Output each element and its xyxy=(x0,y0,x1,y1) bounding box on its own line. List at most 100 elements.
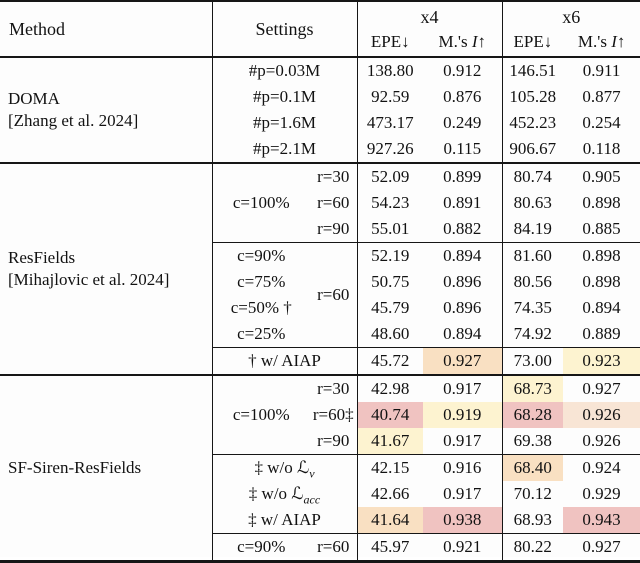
method-name: SF-Siren-ResFields xyxy=(8,458,142,477)
ms-i-x6-cell: 0.254 xyxy=(582,113,621,132)
epe-x6-cell: 69.38 xyxy=(513,431,552,450)
table-row: r=90 41.67 0.917 69.38 0.926 xyxy=(0,428,640,455)
table-row: c=25% 48.60 0.894 74.92 0.889 xyxy=(0,321,640,348)
method-name: ResFields xyxy=(8,248,76,267)
epe-x4-cell: 52.19 xyxy=(357,242,424,269)
ms-i-x4-cell: 0.919 xyxy=(423,402,503,428)
table-row: ‡ w/ AIAP 41.64 0.938 68.93 0.943 xyxy=(0,507,640,534)
epe-x6-cell: 74.35 xyxy=(513,298,552,317)
settings-cell: ‡ w/ AIAP xyxy=(212,507,358,534)
epe-x6-cell: 80.74 xyxy=(502,162,564,190)
ms-i-x4-cell: 0.249 xyxy=(423,110,503,136)
epe-x4-cell: 40.74 xyxy=(357,402,424,428)
settings-r-cell: r=60 xyxy=(310,190,358,216)
settings-r-cell: r=90 xyxy=(310,216,358,243)
scale-x4-label: x4 xyxy=(420,6,439,27)
table-row: ‡ w/o ℒv 42.15 0.916 68.40 0.924 xyxy=(0,454,640,481)
scale-x6-label: x6 xyxy=(562,6,581,27)
table-row: #p=1.6M 473.17 0.249 452.23 0.254 xyxy=(0,110,640,136)
ms-i-x4-cell: 0.899 xyxy=(423,162,503,190)
header-group-x4: x4 EPE↓ M.'s I↑ xyxy=(357,1,503,58)
epe-x4-cell: 473.17 xyxy=(366,113,414,132)
settings-r-cell: r=60 xyxy=(310,533,358,562)
ms-i-x4-cell: 0.891 xyxy=(423,190,503,216)
header-method: Method xyxy=(0,1,213,58)
settings-cell: #p=1.6M xyxy=(212,110,358,136)
epe-x4-cell: 41.67 xyxy=(357,428,424,455)
epe-x6-cell: 68.28 xyxy=(502,402,564,428)
settings-r-cell: r=30 xyxy=(310,374,358,402)
settings-r-cell: r=30 xyxy=(310,162,358,190)
epe-x6-cell: 70.12 xyxy=(513,484,552,503)
settings-c-cell: c=50% † xyxy=(230,298,292,317)
table-row: c=90% r=60 52.19 0.894 81.60 0.898 xyxy=(0,242,640,348)
ms-i-x6-cell: 0.898 xyxy=(582,193,621,212)
settings-r-cell: r=90 xyxy=(310,428,358,455)
epe-x4-cell: 45.79 xyxy=(371,298,410,317)
epe-x4-cell: 41.64 xyxy=(357,507,424,534)
ms-i-x6-cell: 0.894 xyxy=(582,298,621,317)
epe-x4-cell: 54.23 xyxy=(371,193,410,212)
settings-c-cell: c=90% xyxy=(212,242,310,269)
table-row: † w/ AIAP 45.72 0.927 73.00 0.923 xyxy=(0,347,640,375)
ms-i-x6-cell: 0.923 xyxy=(563,347,640,375)
epe-x6-cell: 105.28 xyxy=(509,87,557,106)
epe-x6-cell: 146.51 xyxy=(509,61,557,80)
ms-i-x4-cell: 0.896 xyxy=(423,269,503,295)
epe-x6-cell: 68.40 xyxy=(502,454,564,481)
ms-i-x6-cell: 0.927 xyxy=(563,374,640,402)
ms-i-x4-cell: 0.894 xyxy=(423,321,503,348)
epe-x6-cell: 452.23 xyxy=(509,113,557,132)
ms-i-x6-cell: 0.926 xyxy=(582,431,621,450)
settings-c-cell: c=100% xyxy=(212,374,310,455)
ms-i-x6-cell: 0.898 xyxy=(563,242,640,269)
epe-x6-cell: 68.93 xyxy=(513,510,552,529)
epe-x6-cell: 68.73 xyxy=(502,374,564,402)
method-citation: [Mihajlovic et al. 2024] xyxy=(8,270,170,289)
ms-i-x6-cell: 0.927 xyxy=(563,533,640,562)
ms-i-x6-cell: 0.905 xyxy=(563,162,640,190)
ms-i-x6-cell: 0.889 xyxy=(582,324,621,343)
epe-x4-cell: 42.98 xyxy=(357,374,424,402)
ms-i-x4-cell: 0.921 xyxy=(423,533,503,562)
settings-r-cell: r=60‡ xyxy=(310,402,358,428)
ms-i-x4-cell: 0.115 xyxy=(423,136,503,163)
header-row: Method Settings x4 EPE↓ M.'s I↑ x6 EPE↓ … xyxy=(0,1,640,58)
table-row: r=90 55.01 0.882 84.19 0.885 xyxy=(0,216,640,243)
table-row: #p=2.1M 927.26 0.115 906.67 0.118 xyxy=(0,136,640,163)
method-resfields: ResFields [Mihajlovic et al. 2024] xyxy=(0,162,213,375)
settings-cell: #p=0.1M xyxy=(212,84,358,110)
table-row: ResFields [Mihajlovic et al. 2024] c=100… xyxy=(0,162,640,375)
epe-x6-cell: 906.67 xyxy=(509,139,557,158)
ms-i-x4-header: M.'s I↑ xyxy=(438,31,487,51)
epe-x4-cell: 48.60 xyxy=(371,324,410,343)
epe-x4-cell: 42.15 xyxy=(357,454,424,481)
ms-i-x6-cell: 0.926 xyxy=(563,402,640,428)
epe-x6-cell: 80.22 xyxy=(502,533,564,562)
epe-x4-cell: 52.09 xyxy=(357,162,424,190)
epe-x6-cell: 81.60 xyxy=(502,242,564,269)
settings-cell: #p=0.03M xyxy=(212,57,358,84)
settings-c-cell: c=90% xyxy=(212,533,310,562)
ms-i-x6-cell: 0.898 xyxy=(582,272,621,291)
loss-v-subscript: v xyxy=(309,466,315,481)
settings-c-cell: c=25% xyxy=(237,324,286,343)
epe-x6-cell: 84.19 xyxy=(513,219,552,238)
ms-i-x4-cell: 0.876 xyxy=(423,84,503,110)
table-row: SF-Siren-ResFields c=100% r=30 42.98 0.9… xyxy=(0,374,640,562)
ms-i-x4-cell: 0.927 xyxy=(423,347,503,375)
table-row: #p=0.1M 92.59 0.876 105.28 0.877 xyxy=(0,84,640,110)
settings-cell: #p=2.1M xyxy=(212,136,358,163)
method-sf-siren-resfields: SF-Siren-ResFields xyxy=(0,374,213,562)
ms-i-x4-cell: 0.938 xyxy=(423,507,503,534)
epe-x4-cell: 138.80 xyxy=(366,61,414,80)
ms-i-x6-cell: 0.929 xyxy=(582,484,621,503)
epe-x6-header: EPE↓ xyxy=(513,31,553,51)
ms-i-x6-header: M.'s I↑ xyxy=(577,31,626,51)
ms-i-x6-cell: 0.924 xyxy=(563,454,640,481)
table-row: ‡ w/o ℒacc 42.66 0.917 70.12 0.929 xyxy=(0,481,640,507)
method-name: DOMA xyxy=(8,89,60,108)
ms-i-x6-cell: 0.877 xyxy=(582,87,621,106)
settings-c-cell: c=100% xyxy=(212,162,310,243)
